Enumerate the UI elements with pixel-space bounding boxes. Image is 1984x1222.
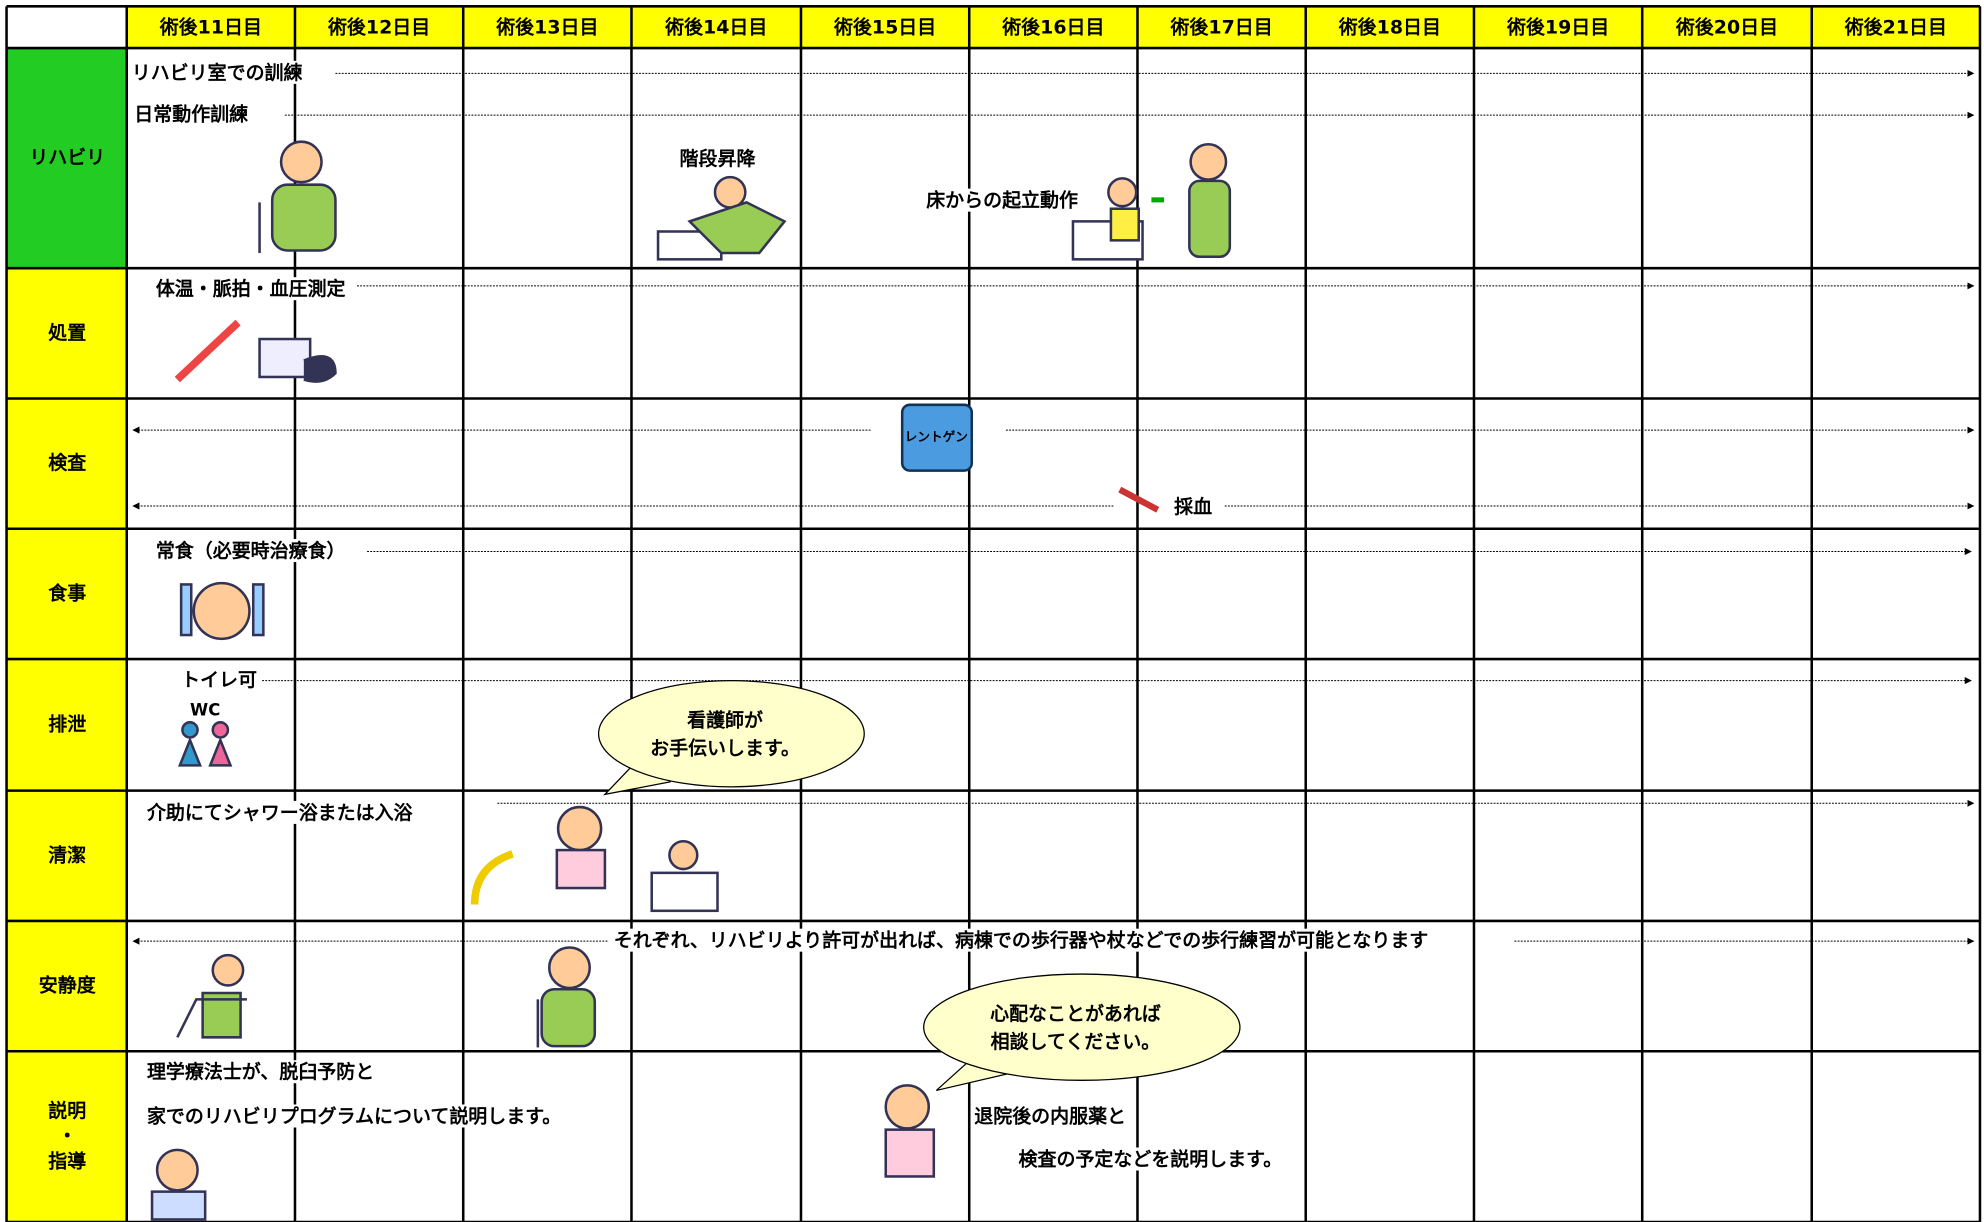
text-backing (1014, 1147, 1287, 1171)
day-header: 術後11日目 (159, 15, 262, 38)
row-label: ・ (58, 1125, 77, 1147)
row-label: 食事 (48, 581, 86, 604)
day-header: 術後17日目 (1169, 15, 1272, 38)
row-label: 清潔 (48, 843, 86, 866)
text-backing (177, 669, 261, 692)
item-text: 介助にてシャワー浴または入浴 (146, 801, 414, 824)
day-header: 術後16日目 (1001, 15, 1104, 38)
callout-text: 心配なことがあれば (990, 1002, 1161, 1025)
header-cell (126, 6, 1980, 49)
illustrations (150, 140, 1232, 1221)
callout-bubble (923, 973, 1241, 1081)
text-backing (152, 539, 350, 563)
item-text: 検査の予定などを説明します。 (1019, 1148, 1283, 1171)
callout-text: お手伝いします。 (650, 736, 800, 759)
item-text: 体温・脈拍・血圧測定 (156, 277, 346, 300)
text-backing (152, 277, 350, 301)
item-text: リハビリ室での訓練 (132, 61, 303, 84)
callout-text: 相談してください。 (991, 1030, 1161, 1053)
item-text: 採血 (1174, 495, 1212, 518)
text-backing (130, 102, 252, 126)
xray-icon (900, 403, 974, 472)
day-header: 術後12日目 (327, 15, 430, 38)
day-header: 術後19日目 (1506, 15, 1609, 38)
text-backing (1170, 494, 1216, 518)
item-text: 家でのリハビリプログラムについて説明します。 (147, 1105, 561, 1128)
item-text: 理学療法士が、脱臼予防と (147, 1060, 374, 1083)
xray-label: レントゲン (905, 429, 968, 444)
day-header: 術後13日目 (495, 15, 598, 38)
day-header: 術後18日目 (1338, 15, 1441, 38)
text-backing (127, 60, 307, 84)
syringe-icon (1118, 486, 1160, 513)
item-text: 階段昇降 (680, 147, 757, 170)
row-label: 安静度 (39, 974, 96, 997)
row-label: 検査 (48, 451, 86, 474)
item-text: 常食（必要時治療食） (156, 539, 346, 562)
day-header: 術後15日目 (833, 15, 936, 38)
row-label: 説明 (48, 1099, 86, 1122)
item-text: トイレ可 (181, 669, 257, 691)
text-backing (142, 800, 418, 824)
row-label: 排泄 (48, 712, 86, 735)
text-backing (675, 146, 761, 170)
item-text: それぞれ、リハビリより許可が出れば、病棟での歩行器や杖などでの歩行練習が可能とな… (614, 929, 1429, 952)
row-label: 処置 (48, 321, 86, 344)
item-text: 日常動作訓練 (134, 103, 248, 126)
day-header: 術後20日目 (1675, 15, 1778, 38)
label-column (6, 268, 127, 1222)
item-text: 床からの起立動作 (926, 189, 1078, 212)
callout-tail (603, 764, 671, 796)
row-label: 指導 (48, 1149, 86, 1172)
text-backing (922, 188, 1082, 212)
day-header: 術後14日目 (664, 15, 767, 38)
text-backing (143, 1060, 379, 1084)
day-header: 術後21日目 (1844, 15, 1947, 38)
text-backing (970, 1104, 1130, 1128)
callout-bubble (597, 679, 865, 788)
label-cell (6, 48, 127, 269)
text-backing (609, 928, 1433, 952)
wc-label: WC (190, 700, 220, 719)
item-text: 退院後の内服薬と (974, 1105, 1126, 1128)
row-label: リハビリ (29, 147, 105, 169)
callout-text: 看護師が (686, 709, 763, 732)
text-backing (143, 1104, 566, 1128)
